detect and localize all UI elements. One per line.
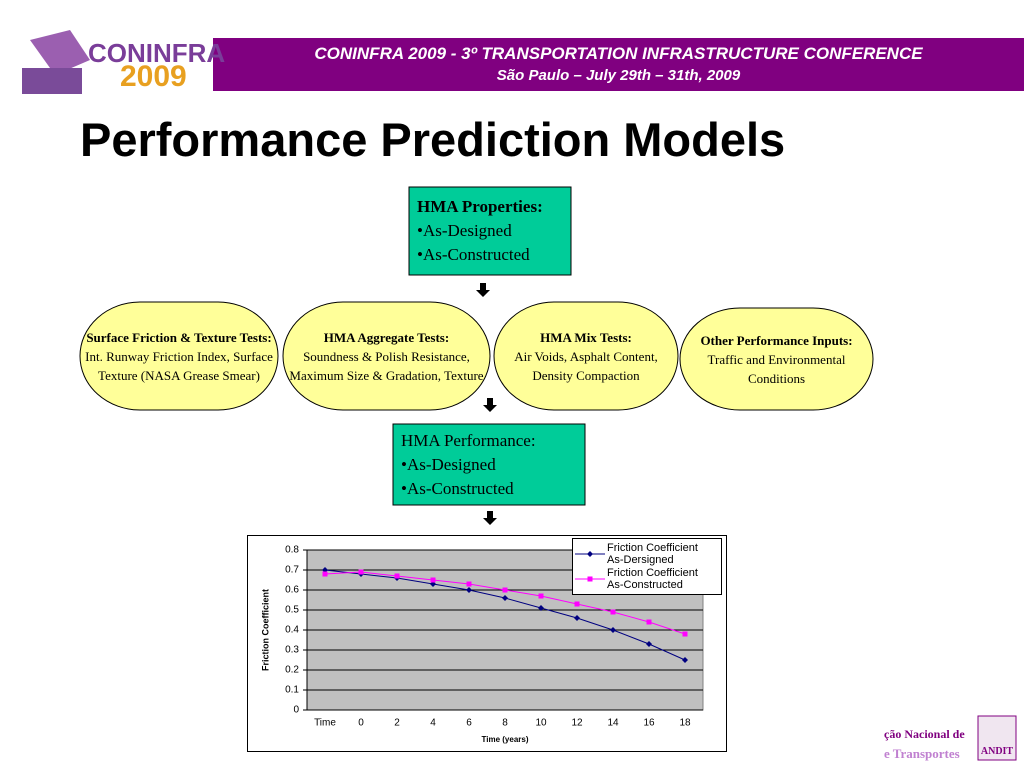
legend-swatch [575, 576, 605, 582]
node-item: •As-Constructed [417, 245, 530, 264]
node-body: Air Voids, Asphalt Content, Density Comp… [514, 348, 658, 383]
series-marker [646, 619, 652, 625]
footer-logo-label: ANDIT [980, 746, 1014, 757]
y-tick-label: 0.3 [285, 645, 299, 656]
node-heading: Other Performance Inputs: [700, 332, 853, 348]
y-tick-label: 0.2 [285, 665, 299, 676]
y-tick-label: 0 [293, 705, 299, 716]
x-tick-label: 4 [430, 718, 436, 729]
y-tick-label: 0.7 [285, 565, 299, 576]
x-tick-label: 2 [394, 718, 400, 729]
x-tick-label: 14 [607, 718, 619, 729]
node-body: Int. Runway Friction Index, Surface Text… [85, 348, 273, 383]
legend-marker [587, 576, 593, 582]
node-heading: Surface Friction & Texture Tests: [86, 329, 272, 345]
series-marker [358, 569, 364, 575]
oval [282, 301, 491, 411]
performance-box [392, 423, 586, 506]
node-item: •As-Designed [417, 221, 512, 240]
series-marker [682, 631, 688, 637]
properties-node: HMA Properties: •As-Designed •As-Constru… [409, 187, 571, 275]
oval [493, 301, 679, 411]
series-marker [538, 593, 544, 599]
properties-box [408, 186, 572, 276]
performance-node: HMA Performance: •As-Designed •As-Constr… [393, 424, 585, 505]
node-heading: HMA Properties: [417, 197, 543, 216]
legend-marker [587, 551, 593, 557]
series-marker [466, 581, 472, 587]
arrow [483, 511, 497, 525]
header-line1: CONINFRA 2009 - 3º TRANSPORTATION INFRAS… [314, 44, 923, 63]
x-tick-label: 16 [643, 718, 655, 729]
y-tick-label: 0.5 [285, 605, 299, 616]
x-tick-label: 8 [502, 718, 508, 729]
oval-node: Surface Friction & Texture Tests: Int. R… [80, 302, 278, 410]
arrow [483, 398, 497, 412]
legend-label: Friction Coefficient As-Dersigned [607, 542, 698, 566]
node-body: Traffic and Environmental Conditions [707, 351, 846, 386]
node-item: •As-Constructed [401, 478, 514, 498]
series-marker [610, 627, 616, 633]
series-marker [430, 577, 436, 583]
y-tick-label: 0.6 [285, 585, 299, 596]
series-marker [574, 601, 580, 607]
footer-logo-icon [977, 715, 1017, 761]
node-body: Soundness & Polish Resistance, Maximum S… [289, 348, 484, 383]
x-axis-label: Time (years) [482, 735, 529, 744]
oval-node: HMA Mix Tests: Air Voids, Asphalt Conten… [496, 302, 676, 410]
series-marker [682, 657, 688, 663]
x-tick-label: 12 [571, 718, 583, 729]
x-tick-label: 18 [679, 718, 691, 729]
legend: Friction Coefficient As-Dersigned Frictio… [572, 538, 722, 595]
slide-title: Performance Prediction Models [80, 113, 786, 166]
logo-year: 2009 [120, 60, 187, 93]
oval [79, 301, 279, 411]
logo-bus [22, 68, 82, 94]
header-banner [213, 38, 1024, 91]
logo-shape [30, 30, 90, 75]
oval [679, 307, 874, 411]
y-tick-label: 0.8 [285, 545, 299, 556]
series-marker [394, 573, 400, 579]
series-marker [322, 571, 328, 577]
series-marker [502, 595, 508, 601]
y-tick-label: 0.4 [285, 625, 299, 636]
node-item: •As-Designed [401, 454, 496, 474]
series-marker [646, 641, 652, 647]
x-tick-label: 10 [535, 718, 547, 729]
x-tick-label: 6 [466, 718, 472, 729]
x-tick-label: 0 [358, 718, 364, 729]
series-marker [466, 587, 472, 593]
footer-logo-text: ção Nacional de [884, 727, 965, 741]
legend-swatch [575, 551, 605, 557]
series-marker [574, 615, 580, 621]
legend-label: Friction Coefficient As-Constructed [607, 567, 698, 591]
node-heading: HMA Performance: [401, 430, 536, 450]
logo-text: CONINFRA [88, 38, 226, 68]
y-axis-label: Friction Coefficient [260, 589, 270, 671]
series-marker [502, 587, 508, 593]
header-line2: São Paulo – July 29th – 31th, 2009 [496, 67, 741, 84]
oval-node: HMA Aggregate Tests: Soundness & Polish … [286, 302, 487, 410]
series-marker [610, 609, 616, 615]
x-tick-label: Time [314, 718, 336, 729]
node-heading: HMA Aggregate Tests: [323, 329, 450, 345]
y-tick-label: 0.1 [285, 685, 299, 696]
node-heading: HMA Mix Tests: [540, 329, 632, 345]
oval-node: Other Performance Inputs: Traffic and En… [680, 308, 873, 410]
series-marker [538, 605, 544, 611]
footer-logo-text: e Transportes [884, 746, 960, 761]
arrow [476, 283, 490, 297]
legend-entry: Friction Coefficient As-Dersigned [573, 542, 721, 566]
legend-entry: Friction Coefficient As-Constructed [573, 567, 721, 591]
